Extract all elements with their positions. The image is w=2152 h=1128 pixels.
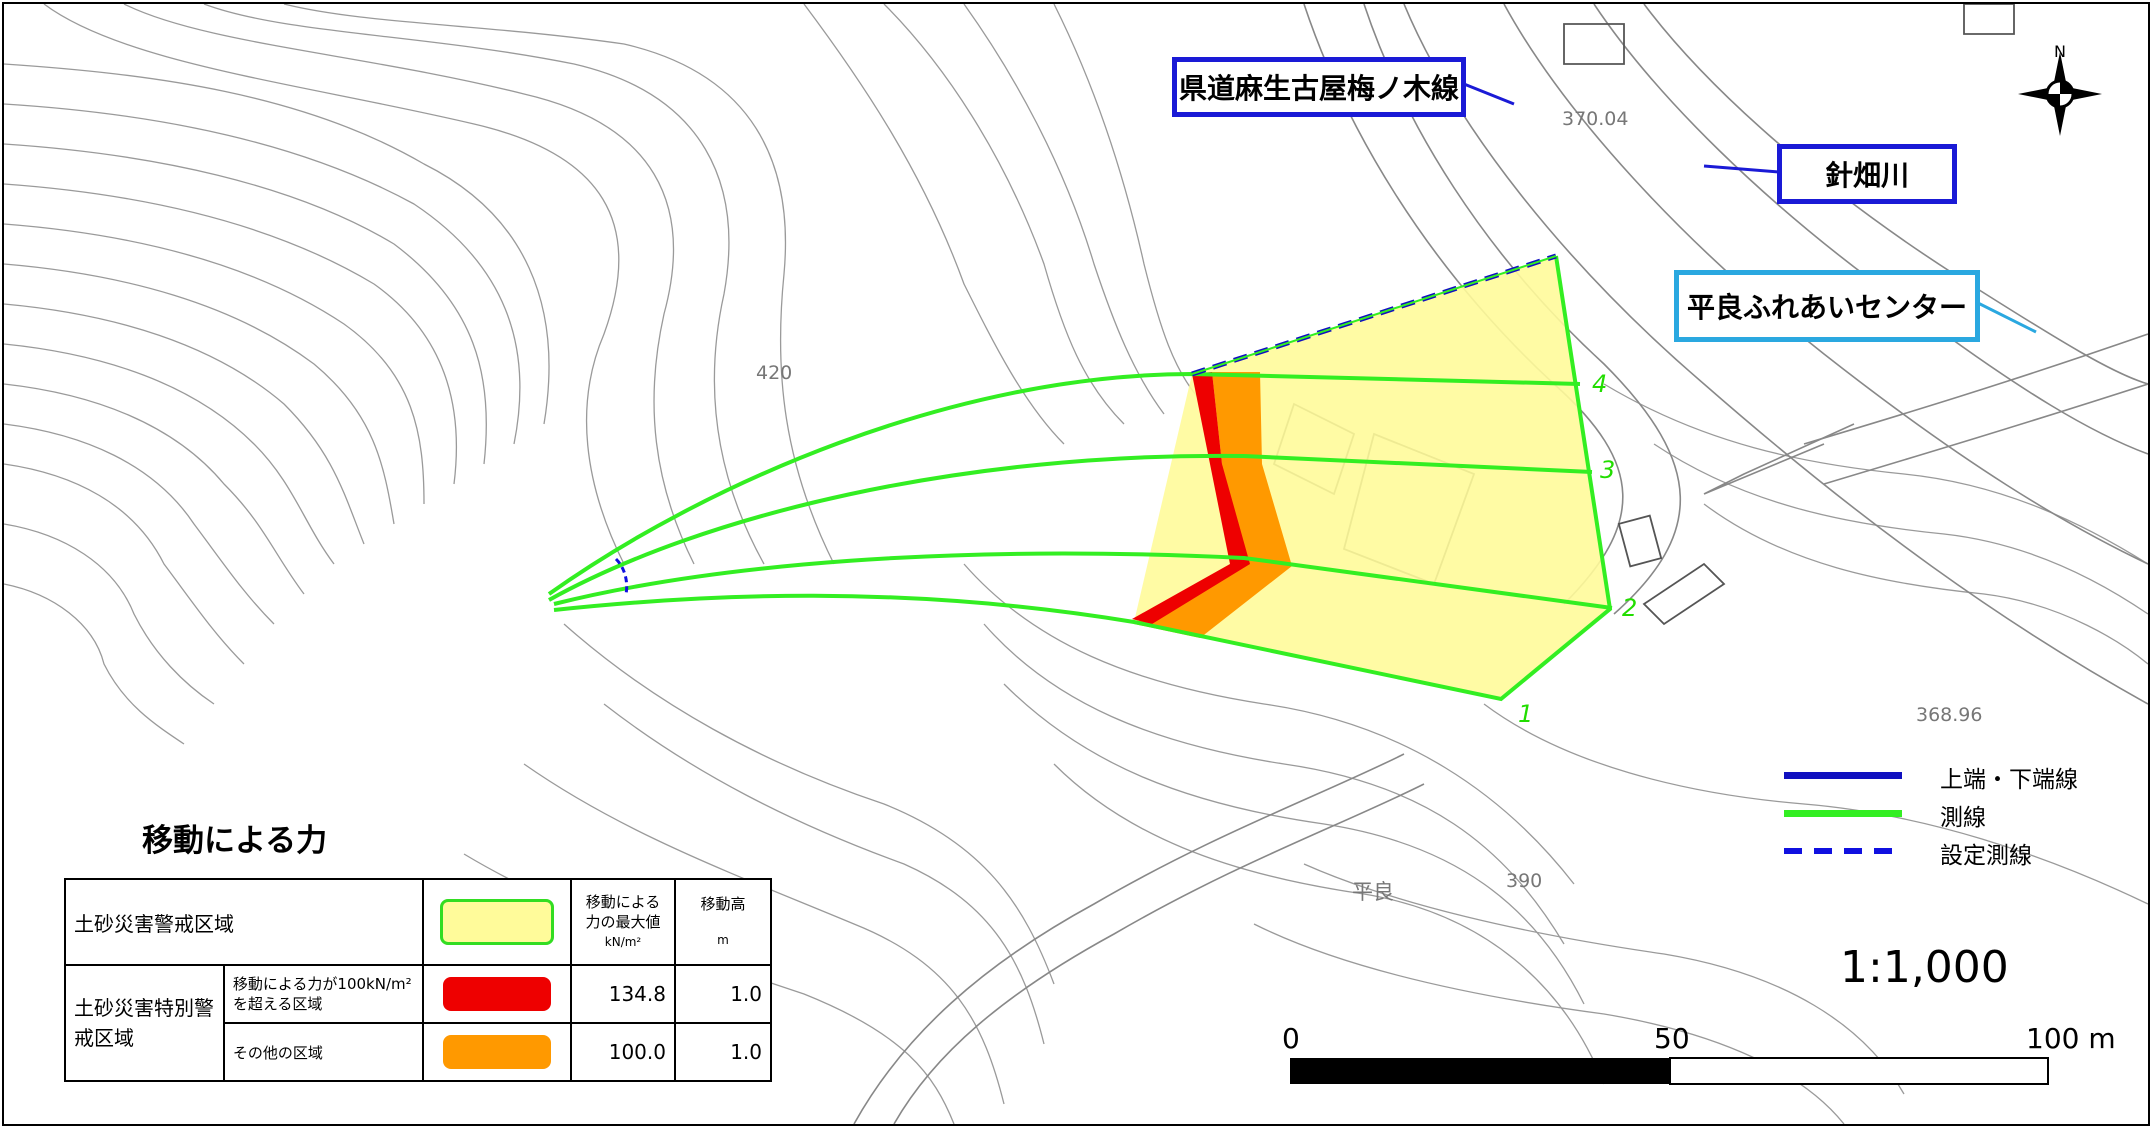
zone-warning-label: 土砂災害警戒区域 [64,878,424,966]
set-survey-mark [614,557,629,595]
scale-ratio: 1:1,000 [1840,942,2009,993]
zone-special-label: 土砂災害特別警戒区域 [64,964,225,1082]
warning-swatch [440,899,554,945]
elevation-label: 370.04 [1562,108,1629,130]
section-number: 3 [1600,456,1616,484]
zone-legend-table: 土砂災害警戒区域 移動による力の最大値 kN/m² 移動高 m 土砂災害特別警戒区域… [64,878,772,1082]
force-header-text: 移動による力の最大値 [585,893,661,931]
height-unit: m [717,933,729,947]
survey-key-label: 測線 [1940,805,1986,831]
scale-bar [1290,1057,2049,1085]
exceed-swatch [443,977,551,1011]
river-leader [1703,164,1780,174]
elevation-label: 368.96 [1916,704,1983,726]
top-bottom-key-line [1784,772,1902,779]
other-force-value: 100.0 [570,1022,676,1082]
section-number: 4 [1592,370,1608,398]
exceed-height-value: 1.0 [674,964,772,1024]
top-line-inner [1191,255,1557,375]
height-header: 移動高 m [674,878,772,966]
exceed-zone-label: 移動による力が100kN/m²を超える区域 [222,964,425,1024]
exceed-force-value: 134.8 [570,964,676,1024]
top-bottom-key-label: 上端・下端線 [1940,767,2078,793]
height-header-text: 移動高 [700,895,746,913]
other-zone [1134,372,1292,638]
survey-lines [547,255,1613,702]
north-arrow-icon [2018,52,2102,136]
river-label: 針畑川 [1777,144,1957,204]
contour-label: 390 [1506,870,1543,892]
section-number: 1 [1518,700,1534,728]
section-number: 2 [1622,594,1638,622]
scale-tick-50: 50 [1654,1022,1690,1055]
other-swatch [443,1035,551,1069]
scale-tick-0: 0 [1282,1022,1300,1055]
force-header: 移動による力の最大値 kN/m² [570,878,676,966]
exceed-swatch-cell [422,964,572,1024]
survey-key-line [1784,810,1902,817]
set-survey-key-line [1784,848,1902,854]
contour-lines [4,4,2148,1124]
map-canvas [4,4,2148,1124]
center-leader [1971,298,2037,334]
road-leader [1463,82,1515,106]
other-zone-label: その他の区域 [222,1022,425,1082]
road-label: 県道麻生古屋梅ノ木線 [1172,57,1466,117]
scale-tick-100: 100 m [2026,1022,2116,1055]
force-title: 移動による力 [142,823,328,859]
other-height-value: 1.0 [674,1022,772,1082]
north-label: N [2054,42,2066,61]
force-unit: kN/m² [604,935,642,949]
place-label: 平良 [1352,880,1394,904]
other-swatch-cell [422,1022,572,1082]
warning-swatch-cell [422,878,572,966]
contour-label: 420 [756,362,793,384]
exceed-zone [1132,372,1250,624]
center-label: 平良ふれあいセンター [1674,270,1980,342]
set-survey-key-label: 設定測線 [1940,843,2032,869]
